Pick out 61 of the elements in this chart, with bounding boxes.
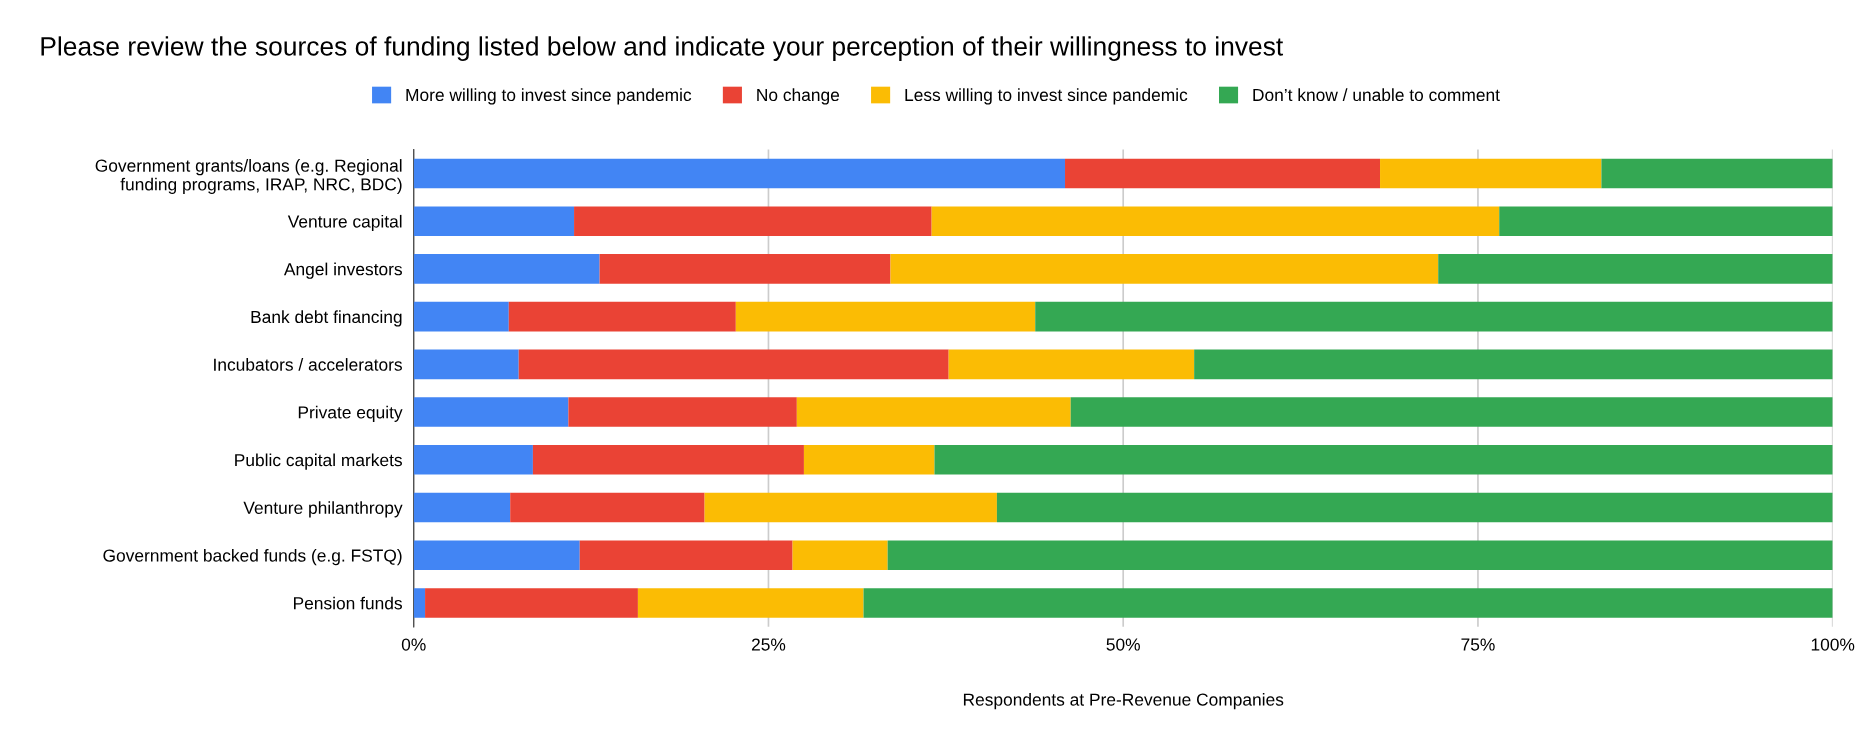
bar [931, 206, 1500, 236]
y-tick-label: Government grants/loans (e.g. Regional funding programs, IRAP, NRC, BDC) [95, 159, 402, 194]
y-tick-label: Bank debt financing [251, 310, 402, 327]
bar [1194, 349, 1833, 380]
bar [413, 206, 575, 236]
bar [413, 254, 600, 284]
bar [796, 397, 1071, 427]
bar [1601, 158, 1833, 189]
bar [413, 397, 569, 427]
bar [413, 349, 519, 380]
bar [413, 301, 509, 332]
legend-label: Less willing to invest since pandemic [905, 88, 1188, 105]
bar [1065, 158, 1381, 189]
y-tick-label: Government backed funds (e.g. FSTQ) [103, 548, 402, 566]
bar [510, 492, 705, 523]
bar [518, 349, 949, 380]
bar [413, 445, 533, 475]
bar [1438, 254, 1833, 284]
bar [948, 349, 1195, 380]
y-tick-label: Incubators / accelerators [214, 358, 402, 371]
chart-title: Please review the sources of funding listed below and indicate your perception of their willingness to invest [41, 36, 1284, 61]
bar [413, 540, 580, 571]
bar [574, 206, 932, 236]
bar [532, 445, 804, 475]
x-axis-title: Respondents at Pre-Revenue Companies [963, 693, 1284, 710]
bar [637, 588, 864, 618]
legend-label: Don’t know / unable to comment [1253, 88, 1500, 102]
y-tick-label: Private equity [298, 405, 403, 422]
y-tick-label: Venture philanthropy [243, 501, 403, 518]
bar [890, 254, 1439, 284]
bar [1380, 158, 1602, 189]
bar [413, 588, 426, 618]
y-tick-label: Pension funds [294, 596, 402, 610]
y-tick-label: Angel investors [283, 262, 402, 279]
bar [568, 397, 797, 427]
x-tick-label: 100% [1811, 638, 1855, 651]
bar [508, 301, 736, 332]
legend-label: More willing to invest since pandemic [406, 88, 692, 105]
x-tick-label: 50% [1106, 638, 1140, 651]
bar [704, 492, 997, 523]
bar [599, 254, 891, 284]
bar [1070, 397, 1833, 427]
bar [792, 540, 888, 571]
bar [996, 492, 1833, 523]
y-tick-label: Public capital markets [235, 453, 402, 470]
bar [887, 540, 1833, 571]
bar [425, 588, 638, 618]
x-tick-label: 25% [751, 638, 786, 651]
x-tick-label: 0% [401, 638, 426, 651]
bar [863, 588, 1833, 618]
legend-label: No change [757, 88, 840, 105]
bar [803, 445, 935, 475]
bar [1035, 301, 1833, 332]
bar [413, 158, 1066, 189]
bar [1499, 206, 1833, 236]
x-tick-label: 75% [1461, 638, 1495, 651]
bar [579, 540, 793, 571]
bar [934, 445, 1833, 475]
bar [735, 301, 1036, 332]
y-tick-label: Venture capital [287, 214, 402, 232]
bar [413, 492, 511, 523]
